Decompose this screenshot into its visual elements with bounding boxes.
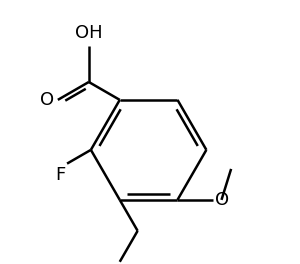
Text: F: F bbox=[56, 166, 66, 184]
Text: O: O bbox=[40, 91, 54, 109]
Text: OH: OH bbox=[75, 24, 103, 42]
Text: O: O bbox=[214, 191, 229, 209]
